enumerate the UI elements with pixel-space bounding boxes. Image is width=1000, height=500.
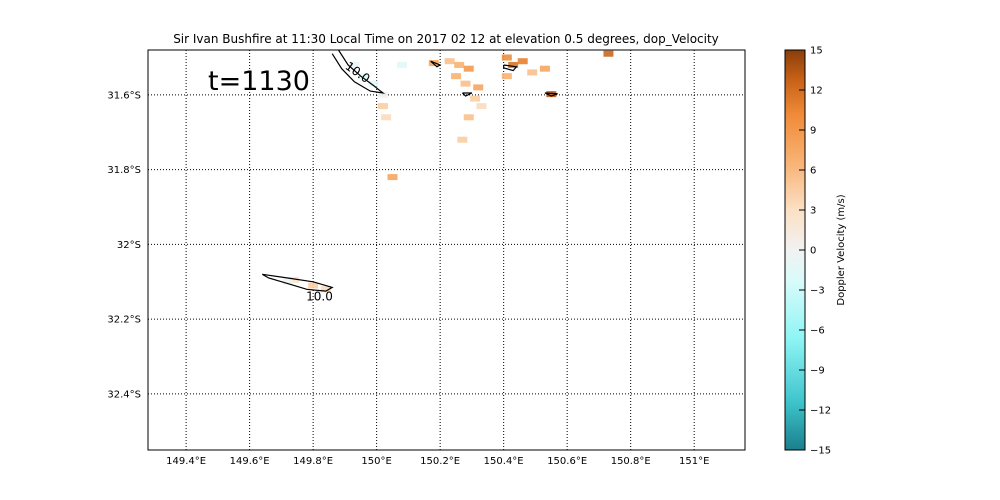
velocity-cell (457, 136, 468, 143)
x-tick-label: 150°E (361, 456, 391, 467)
x-tick-label: 150.4°E (484, 456, 524, 467)
y-axis-ticks: 31.6°S 31.8°S 32°S 32.2°S 32.4°S (107, 90, 141, 400)
colorbar-tick-label: −9 (810, 366, 825, 377)
velocity-cell (377, 103, 388, 110)
velocity-cell (470, 95, 481, 102)
velocity-cell (539, 65, 550, 72)
velocity-cell (377, 91, 388, 98)
velocity-cell (358, 73, 369, 80)
chart-title: Sir Ivan Bushfire at 11:30 Local Time on… (173, 32, 719, 46)
grid-lines (148, 50, 745, 450)
velocity-cell (517, 58, 528, 65)
colorbar-ticks: 15 12 9 6 3 0 −3 −6 −9 −12 −15 (799, 46, 831, 457)
velocity-cell (473, 84, 484, 91)
contour-line (261, 273, 334, 292)
y-tick-label: 31.8°S (107, 165, 141, 176)
contour-line (461, 92, 473, 97)
contour-line (430, 60, 442, 68)
velocity-cell (289, 276, 300, 283)
velocity-cell (546, 91, 557, 98)
colorbar-tick-label: 15 (810, 46, 823, 57)
x-tick-label: 149.8°E (293, 456, 333, 467)
velocity-cell (451, 73, 462, 80)
velocity-cell (320, 286, 331, 293)
colorbar-tick-label: 9 (810, 126, 816, 137)
velocity-cell (476, 103, 487, 110)
x-tick-label: 150.2°E (420, 456, 460, 467)
contour-label: 10.0 (306, 290, 333, 304)
x-tick-label: 151°E (679, 456, 709, 467)
contour-line (503, 64, 518, 72)
contour-line (544, 92, 558, 97)
velocity-cell (368, 80, 379, 87)
y-tick-label: 32°S (117, 240, 141, 251)
velocity-cell (463, 114, 474, 121)
x-tick-label: 150.8°E (611, 456, 651, 467)
colorbar-label: Doppler Velocity (m/s) (836, 194, 847, 305)
colorbar-tick-label: −3 (810, 286, 825, 297)
velocity-cell (349, 61, 360, 68)
y-tick-label: 32.4°S (107, 389, 141, 400)
velocity-cell (381, 114, 392, 121)
velocity-cell (501, 54, 512, 61)
colorbar-tick-label: 0 (810, 246, 816, 257)
colorbar-tick-label: 12 (810, 86, 823, 97)
colorbar-tick-label: −12 (810, 406, 831, 417)
velocity-cell (603, 50, 614, 57)
y-tick-label: 32.2°S (107, 315, 141, 326)
velocity-cell (308, 282, 319, 289)
velocity-cell (508, 61, 519, 68)
velocity-cell (397, 61, 408, 68)
y-tick-label: 31.6°S (107, 90, 141, 101)
contour-line (331, 50, 386, 94)
colorbar: 15 12 9 6 3 0 −3 −6 −9 −12 −15 Doppler Velocity (m… (784, 46, 847, 457)
colorbar-tick-label: −15 (810, 446, 831, 457)
colorbar-tick-label: −6 (810, 326, 825, 337)
colorbar-tick-label: 6 (810, 166, 816, 177)
velocity-cell (460, 80, 471, 87)
velocity-contours (261, 50, 558, 292)
colorbar-tick-label: 3 (810, 206, 816, 217)
plot-background (148, 50, 745, 450)
x-tick-label: 149.4°E (166, 456, 206, 467)
x-tick-label: 149.6°E (230, 456, 270, 467)
plot-area: 10.010.0 (147, 49, 746, 451)
velocity-cell (282, 278, 293, 285)
x-axis-ticks: 149.4°E 149.6°E 149.8°E 150°E 150.2°E 150.4°E… (166, 456, 709, 467)
velocity-cell (387, 174, 398, 181)
velocity-cell (463, 65, 474, 72)
velocity-cell (501, 73, 512, 80)
plot-frame (147, 49, 746, 451)
velocity-cell (454, 61, 465, 68)
velocity-cell (527, 69, 538, 76)
x-tick-label: 150.6°E (547, 456, 587, 467)
time-label: t=1130 (208, 66, 310, 97)
velocity-cell (444, 58, 455, 65)
